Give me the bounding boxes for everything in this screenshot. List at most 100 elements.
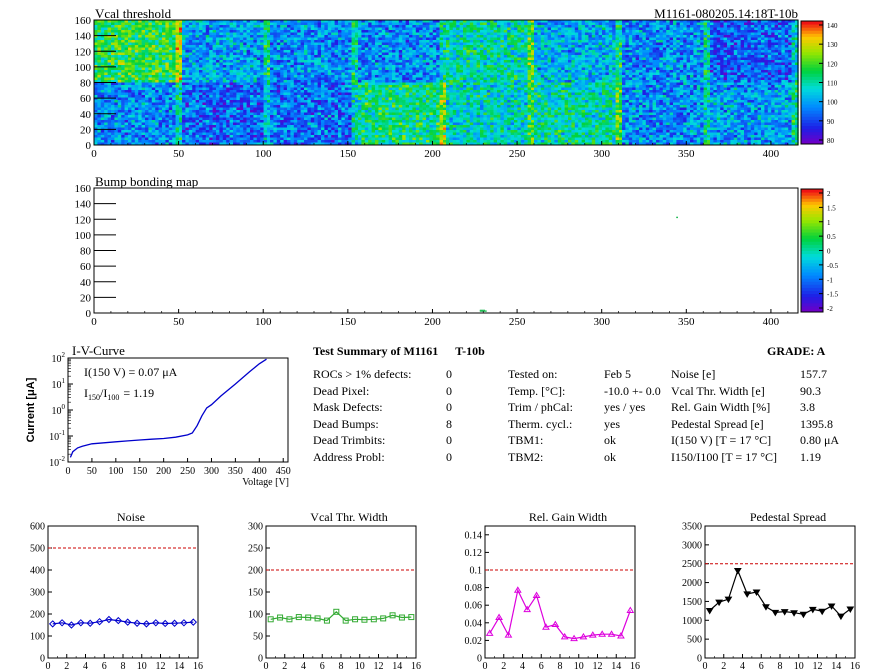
vcal-pixel-cell [615, 42, 620, 46]
vcal-pixel-cell [378, 37, 383, 41]
vcal-pixel-cell [128, 65, 132, 68]
vcal-pixel-cell [412, 72, 417, 76]
vcal-pixel-cell [141, 65, 146, 68]
vcal-pixel-cell [551, 70, 555, 73]
vcal-pixel-cell [283, 57, 288, 61]
vcal-pixel-cell [226, 35, 230, 38]
vcal-pixel-cell [131, 75, 136, 78]
vcal-pixel-cell [507, 72, 511, 76]
vcal-pixel-cell [466, 52, 471, 56]
vcal-pixel-cell [267, 35, 271, 38]
vcal-pixel-cell [375, 57, 379, 61]
vcal-pixel-cell [740, 25, 745, 28]
vcal-pixel-cell [452, 70, 457, 73]
vcal-pixel-cell [727, 27, 731, 31]
vcal-pixel-cell [740, 27, 745, 31]
vcal-pixel-cell [662, 45, 667, 48]
vcal-pixel-cell [476, 70, 481, 73]
vcal-pixel-cell [280, 67, 284, 71]
vcal-pixel-cell [514, 67, 518, 71]
vcal-pixel-cell [209, 80, 213, 83]
vcal-pixel-cell [452, 52, 457, 56]
vcal-pixel-cell [540, 70, 545, 73]
vcal-pixel-cell [554, 57, 559, 61]
vcal-pixel-cell [649, 80, 653, 83]
vcal-pixel-cell [547, 70, 552, 73]
vcal-pixel-cell [212, 72, 217, 76]
vcal-pixel-cell [547, 60, 552, 63]
vcal-pixel-cell [256, 60, 261, 63]
vcal-pixel-cell [324, 65, 329, 68]
vcal-pixel-cell [371, 27, 376, 31]
vcal-pixel-cell [205, 77, 210, 81]
vcal-pixel-cell [598, 77, 603, 81]
vcal-pixel-cell [131, 22, 136, 26]
vcal-pixel-cell [486, 60, 491, 63]
vcal-pixel-cell [540, 75, 545, 78]
vcal-pixel-cell [229, 40, 234, 43]
vcal-pixel-cell [540, 57, 545, 61]
vcal-pixel-cell [321, 55, 325, 58]
vcal-pixel-cell [503, 70, 508, 73]
vcal-pixel-cell [449, 20, 454, 23]
vcal-pixel-cell [557, 27, 562, 31]
vcal-pixel-cell [649, 37, 653, 41]
vcal-pixel-cell [226, 50, 230, 53]
vcal-pixel-cell [283, 37, 288, 41]
vcal-pixel-cell [351, 25, 356, 28]
vcal-pixel-cell [233, 75, 237, 78]
vcal-pixel-cell [795, 20, 799, 23]
vcal-pixel-cell [686, 65, 691, 68]
vcal-pixel-cell [625, 60, 630, 63]
vcal-pixel-cell [395, 77, 400, 81]
vcal-pixel-cell [483, 45, 488, 48]
vcal-pixel-cell [226, 57, 230, 61]
vcal-pixel-cell [645, 25, 650, 28]
vcal-pixel-cell [188, 45, 193, 48]
vcal-pixel-cell [358, 72, 362, 76]
vcal-pixel-cell [280, 65, 284, 68]
vcal-pixel-cell [395, 47, 400, 51]
vcal-pixel-cell [364, 45, 369, 48]
vcal-pixel-cell [669, 40, 674, 43]
vcal-pixel-cell [162, 77, 166, 81]
vcal-pixel-cell [378, 57, 383, 61]
vcal-pixel-cell [446, 67, 450, 71]
vcal-pixel-cell [209, 47, 213, 51]
vcal-pixel-cell [574, 75, 579, 78]
vcal-pixel-cell [740, 20, 745, 23]
vcal-pixel-cell [239, 42, 244, 46]
vcal-pixel-cell [767, 20, 772, 23]
vcal-pixel-cell [707, 65, 711, 68]
vcal-pixel-cell [788, 45, 792, 48]
vcal-pixel-cell [324, 60, 329, 63]
vcal-pixel-cell [520, 37, 525, 41]
vcal-pixel-cell [134, 65, 139, 68]
vcal-pixel-cell [378, 70, 383, 73]
vcal-pixel-cell [466, 37, 471, 41]
vcal-pixel-cell [696, 52, 701, 56]
vcal-pixel-cell [327, 42, 332, 46]
vcal-pixel-cell [456, 22, 460, 26]
vcal-pixel-cell [662, 65, 667, 68]
vcal-pixel-cell [388, 35, 393, 38]
vcal-pixel-cell [226, 77, 230, 81]
vcal-pixel-cell [602, 20, 606, 23]
vcal-pixel-cell [690, 70, 694, 73]
vcal-pixel-cell [168, 50, 173, 53]
vcal-pixel-cell [398, 32, 403, 36]
vcal-pixel-cell [378, 45, 383, 48]
vcal-pixel-cell [764, 30, 769, 33]
vcal-pixel-cell [547, 52, 552, 56]
vcal-pixel-cell [273, 75, 278, 78]
vcal-pixel-cell [239, 22, 244, 26]
vcal-pixel-cell [781, 42, 786, 46]
vcal-pixel-cell [273, 35, 278, 38]
vcal-pixel-cell [300, 72, 305, 76]
vcal-pixel-cell [341, 75, 346, 78]
vcal-pixel-cell [199, 70, 203, 73]
vcal-pixel-cell [409, 32, 413, 36]
vcal-pixel-cell [524, 57, 528, 61]
vcal-pixel-cell [747, 47, 752, 51]
vcal-pixel-cell [371, 75, 376, 78]
